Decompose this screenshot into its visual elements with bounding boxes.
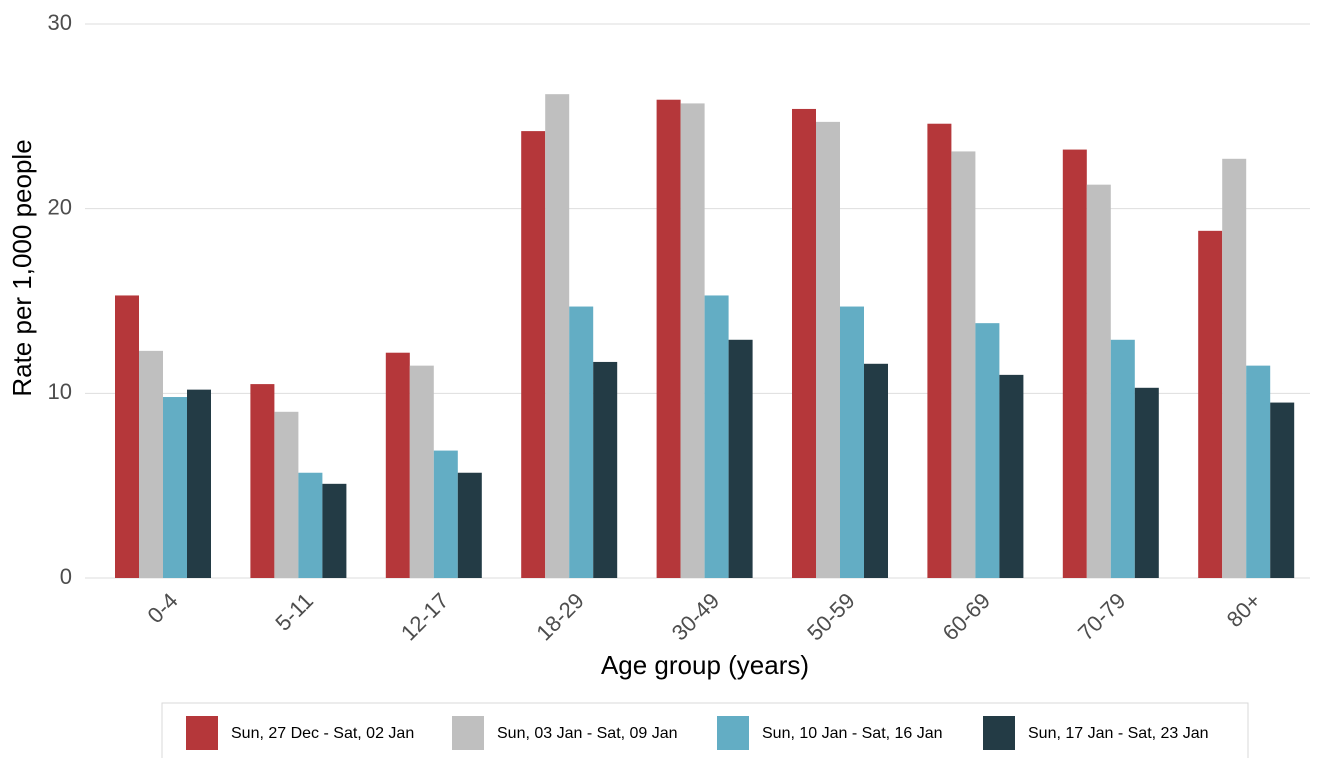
bar: [433, 450, 458, 578]
bar: [115, 295, 139, 578]
bar: [680, 103, 705, 578]
y-axis-label: Rate per 1,000 people: [7, 139, 37, 396]
y-tick-label: 20: [48, 194, 72, 219]
x-tick-label: 30-49: [667, 588, 724, 645]
y-tick-label: 0: [60, 564, 72, 589]
legend-label: Sun, 17 Jan - Sat, 23 Jan: [1028, 725, 1209, 742]
x-tick-label: 0-4: [142, 588, 182, 628]
bar: [139, 350, 163, 578]
bar: [385, 352, 410, 578]
x-tick-label: 18-29: [531, 588, 588, 645]
bar: [840, 306, 864, 578]
bar: [409, 365, 434, 578]
bar: [951, 151, 976, 579]
y-tick-label: 10: [48, 379, 72, 404]
bar: [521, 131, 546, 578]
bar: [1062, 149, 1087, 578]
x-tick-label: 50-59: [802, 588, 859, 645]
x-tick-label: 60-69: [938, 588, 995, 645]
bar: [569, 306, 594, 578]
bar: [927, 123, 952, 578]
legend-key: [717, 716, 749, 750]
x-tick-label: 5-11: [270, 588, 318, 636]
bar: [999, 374, 1024, 578]
legend-key: [186, 716, 218, 750]
bar: [187, 389, 211, 578]
bar: [656, 99, 681, 579]
legend-label: Sun, 03 Jan - Sat, 09 Jan: [497, 725, 678, 742]
bar: [457, 472, 482, 578]
bar: [1134, 387, 1159, 578]
legend-key: [452, 716, 484, 750]
legend-box: [161, 702, 1249, 758]
bar: [250, 384, 275, 578]
bar: [298, 472, 323, 578]
legend-label: Sun, 10 Jan - Sat, 16 Jan: [762, 725, 943, 742]
legend-key: [983, 716, 1015, 750]
bar: [545, 94, 570, 578]
bar: [163, 397, 187, 578]
bar: [975, 323, 1000, 578]
bar: [593, 361, 618, 578]
legend-label: Sun, 27 Dec - Sat, 02 Jan: [231, 725, 414, 742]
bar: [1222, 158, 1247, 578]
bar: [864, 363, 888, 578]
x-axis-label: Age group (years): [601, 650, 809, 680]
bar: [1270, 402, 1295, 578]
bar: [816, 121, 840, 578]
y-tick-label: 30: [48, 10, 72, 35]
x-tick-label: 12-17: [396, 588, 453, 645]
bar: [1086, 184, 1111, 578]
bar: [728, 339, 753, 578]
x-tick-label: 80+: [1222, 588, 1266, 632]
x-tick-label: 70-79: [1073, 588, 1130, 645]
bar: [1110, 339, 1135, 578]
bar: [322, 483, 347, 578]
bar: [792, 108, 816, 579]
bar: [274, 411, 299, 578]
bar: [704, 295, 729, 578]
bar: [1198, 230, 1223, 578]
bar: [1246, 365, 1271, 578]
